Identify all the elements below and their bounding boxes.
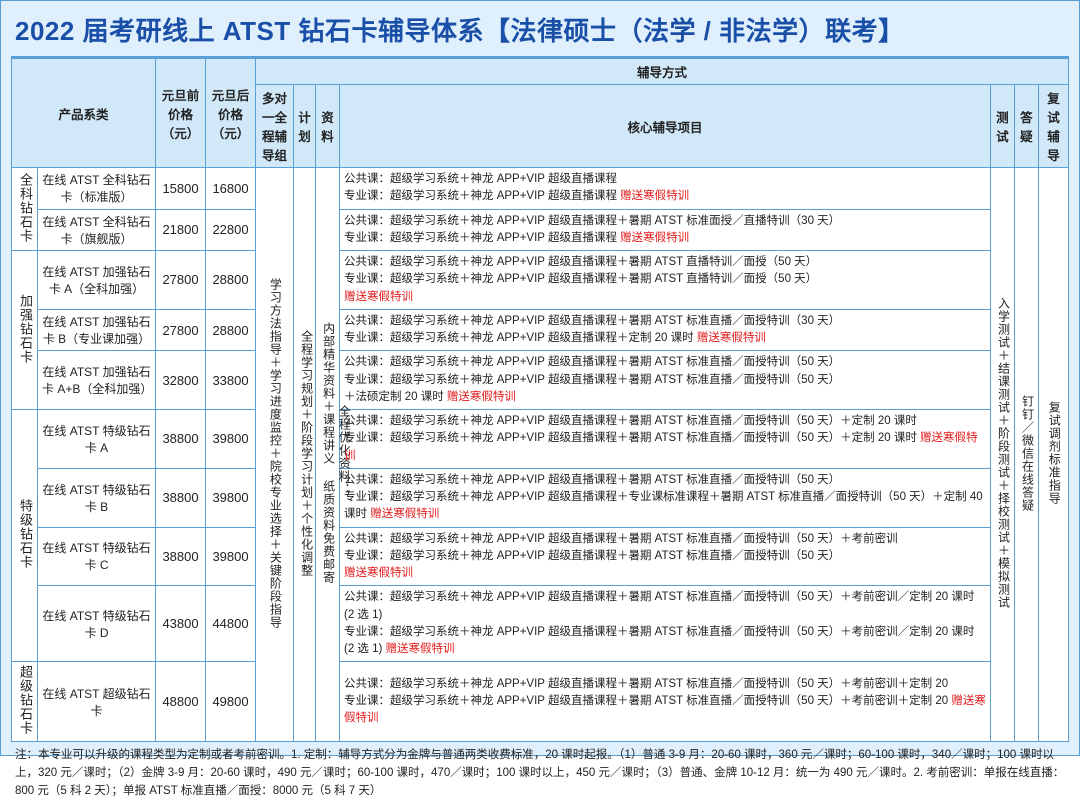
core-content: 公共课：超级学习系统＋神龙 APP+VIP 超级直播课程＋暑期 ATST 标准直… [340,468,991,527]
price-before: 48800 [156,662,206,742]
core-content: 公共课：超级学习系统＋神龙 APP+VIP 超级直播课程＋暑期 ATST 标准直… [340,410,991,469]
th-m5: 答疑 [1014,85,1038,168]
price-before: 43800 [156,586,206,662]
price-after: 28800 [206,251,256,310]
table-row: 超级钻石卡在线 ATST 超级钻石卡4880049800 公共课：超级学习系统＋神… [12,662,1069,742]
bonus-text: 赠送寒假特训 [344,291,413,303]
th-m6: 复试辅导 [1038,85,1068,168]
product-name: 在线 ATST 特级钻石卡 B [38,468,156,527]
price-after: 16800 [206,168,256,210]
core-content: 公共课：超级学习系统＋神龙 APP+VIP 超级直播课程＋暑期 ATST 标准直… [340,527,991,586]
core-content: 公共课：超级学习系统＋神龙 APP+VIP 超级直播课程专业课：超级学习系统＋神… [340,168,991,210]
table-row: 特级钻石卡在线 ATST 特级钻石卡 A3880039800公共课：超级学习系统… [12,410,1069,469]
product-name: 在线 ATST 特级钻石卡 D [38,586,156,662]
th-method-group: 辅导方式 [256,59,1069,85]
price-before: 27800 [156,309,206,351]
bonus-text: 赠送寒假特训 [386,643,455,655]
th-core: 核心辅导项目 [340,85,991,168]
product-name: 在线 ATST 加强钻石卡 B（专业课加强） [38,309,156,351]
core-content: 公共课：超级学习系统＋神龙 APP+VIP 超级直播课程＋暑期 ATST 标准直… [340,662,991,742]
price-before: 15800 [156,168,206,210]
category-cell: 加强钻石卡 [12,251,38,410]
core-content: 公共课：超级学习系统＋神龙 APP+VIP 超级直播课程＋暑期 ATST 直播特… [340,251,991,310]
price-before: 32800 [156,351,206,410]
th-m1: 多对一全程辅导组 [256,85,294,168]
product-name: 在线 ATST 超级钻石卡 [38,662,156,742]
core-content: 公共课：超级学习系统＋神龙 APP+VIP 超级直播课程＋暑期 ATST 标准直… [340,586,991,662]
price-after: 39800 [206,527,256,586]
price-after: 39800 [206,410,256,469]
th-price-before: 元旦前价格（元） [156,59,206,168]
bonus-text: 赠送寒假特训 [344,567,413,579]
product-name: 在线 ATST 特级钻石卡 A [38,410,156,469]
table-row: 在线 ATST 特级钻石卡 C3880039800 公共课：超级学习系统＋神龙 A… [12,527,1069,586]
product-name: 在线 ATST 全科钻石卡（旗舰版） [38,209,156,251]
price-before: 27800 [156,251,206,310]
product-name: 在线 ATST 全科钻石卡（标准版） [38,168,156,210]
price-before: 21800 [156,209,206,251]
bonus-text: 赠送寒假特训 [344,695,986,724]
table-row: 在线 ATST 加强钻石卡 B（专业课加强）2780028800 公共课：超级学习… [12,309,1069,351]
th-m4: 测试 [990,85,1014,168]
price-after: 33800 [206,351,256,410]
pricing-table: 产品系类 元旦前价格（元） 元旦后价格（元） 辅导方式 多对一全程辅导组 计划 … [11,58,1069,742]
bonus-text: 赠送寒假特训 [344,432,978,461]
table-row: 全科钻石卡在线 ATST 全科钻石卡（标准版）1580016800学习方法指导＋… [12,168,1069,210]
price-after: 28800 [206,309,256,351]
price-after: 44800 [206,586,256,662]
core-content: 公共课：超级学习系统＋神龙 APP+VIP 超级直播课程＋暑期 ATST 标准面… [340,209,991,251]
category-cell: 超级钻石卡 [12,662,38,742]
bonus-text: 赠送寒假特训 [447,391,516,403]
table-row: 在线 ATST 全科钻石卡（旗舰版）2180022800 公共课：超级学习系统＋神… [12,209,1069,251]
core-content: 公共课：超级学习系统＋神龙 APP+VIP 超级直播课程＋暑期 ATST 标准直… [340,351,991,410]
core-content: 公共课：超级学习系统＋神龙 APP+VIP 超级直播课程＋暑期 ATST 标准直… [340,309,991,351]
bonus-text: 赠送寒假特训 [620,190,689,202]
th-product: 产品系类 [12,59,156,168]
table-row: 在线 ATST 特级钻石卡 D4380044800 公共课：超级学习系统＋神龙 A… [12,586,1069,662]
product-name: 在线 ATST 加强钻石卡 A（全科加强） [38,251,156,310]
table-row: 加强钻石卡在线 ATST 加强钻石卡 A（全科加强）2780028800公共课：… [12,251,1069,310]
page-title: 2022 届考研线上 ATST 钻石卡辅导体系【法律硕士（法学 / 非法学）联考… [11,9,1069,58]
bonus-text: 赠送寒假特训 [697,332,766,344]
price-after: 39800 [206,468,256,527]
bonus-text: 赠送寒假特训 [620,232,689,244]
price-before: 38800 [156,410,206,469]
price-before: 38800 [156,527,206,586]
table-row: 在线 ATST 特级钻石卡 B3880039800 公共课：超级学习系统＋神龙 A… [12,468,1069,527]
product-name: 在线 ATST 特级钻石卡 C [38,527,156,586]
category-cell: 全科钻石卡 [12,168,38,251]
th-m3: 资料 [316,85,340,168]
category-cell: 特级钻石卡 [12,410,38,662]
table-row: 在线 ATST 加强钻石卡 A+B（全科加强）3280033800 公共课：超级学… [12,351,1069,410]
th-m2: 计划 [294,85,316,168]
th-price-after: 元旦后价格（元） [206,59,256,168]
bonus-text: 赠送寒假特训 [370,508,439,520]
price-before: 38800 [156,468,206,527]
price-after: 49800 [206,662,256,742]
product-name: 在线 ATST 加强钻石卡 A+B（全科加强） [38,351,156,410]
footnote: 注：本专业可以升级的课程类型为定制或者考前密训。1. 定制：辅导方式分为金牌与普… [11,742,1069,802]
price-after: 22800 [206,209,256,251]
